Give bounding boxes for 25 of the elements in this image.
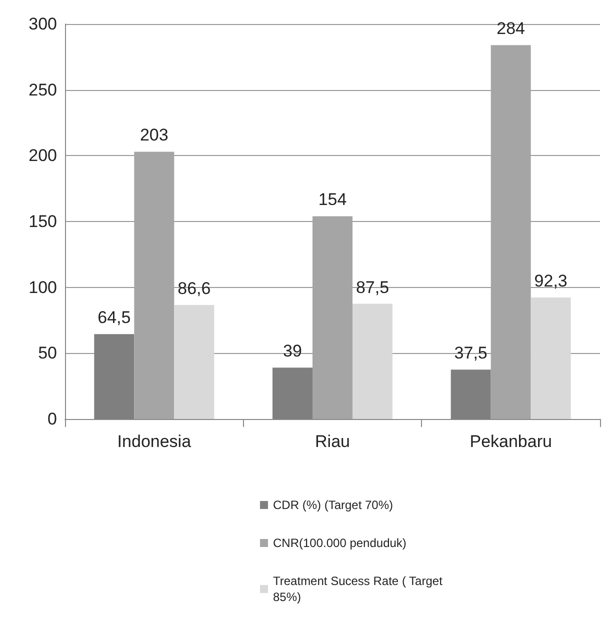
legend-label: Treatment Sucess Rate ( Target 85%) [273, 574, 446, 604]
y-tick-label: 200 [28, 146, 57, 166]
y-tick-label: 100 [28, 278, 57, 297]
y-tick-label: 50 [38, 344, 57, 363]
x-tick-label: Indonesia [117, 432, 192, 451]
y-tick-label: 150 [28, 212, 57, 231]
data-label: 154 [318, 190, 347, 210]
bar [530, 297, 571, 419]
data-label: 203 [140, 126, 168, 145]
data-label: 37,5 [454, 344, 488, 363]
y-tick-label: 0 [48, 410, 57, 428]
data-label: 39 [283, 342, 302, 361]
data-label: 92,3 [534, 271, 568, 290]
y-tick-label: 250 [28, 80, 57, 100]
y-tick-label: 300 [28, 14, 57, 34]
legend-label: CNR(100.000 penduduk) [273, 536, 406, 550]
data-label: 64,5 [98, 308, 131, 328]
data-label: 86,6 [178, 278, 211, 298]
x-tick-label: Pekanbaru [470, 432, 552, 451]
bar [174, 304, 214, 419]
data-label: 284 [496, 19, 526, 38]
data-label: 87,5 [356, 278, 390, 297]
bar [352, 304, 392, 419]
legend-label: CDR (%) (Target 70%) [273, 498, 394, 512]
x-tick-label: Riau [315, 432, 350, 451]
